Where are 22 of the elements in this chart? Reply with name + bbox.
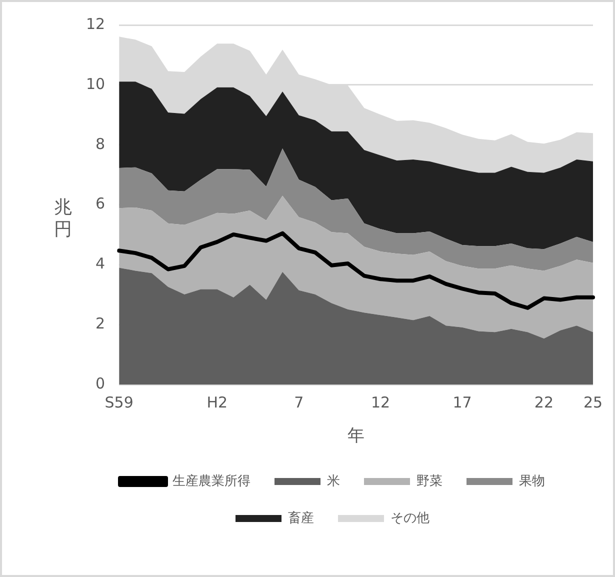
x-tick-label: S59 xyxy=(104,393,134,412)
legend-label: 生産農業所得 xyxy=(172,472,250,489)
x-tick-label: H2 xyxy=(206,393,228,412)
x-tick-label: 22 xyxy=(534,393,554,412)
legend-label: 果物 xyxy=(519,474,545,489)
legend-label: 野菜 xyxy=(416,474,442,489)
legend-label: 畜産 xyxy=(288,510,314,526)
y-tick-label: 4 xyxy=(96,254,106,273)
x-tick-label: 25 xyxy=(583,393,603,412)
y-tick-label: 6 xyxy=(96,194,106,213)
legend-label: その他 xyxy=(390,510,430,526)
y-axis-title: 兆円 xyxy=(53,197,73,241)
y-tick-label: 10 xyxy=(86,74,106,93)
y-tick-label: 12 xyxy=(86,14,106,33)
legend-label: 米 xyxy=(327,474,340,489)
y-tick-label: 8 xyxy=(96,134,106,153)
y-tick-label: 2 xyxy=(96,314,106,333)
x-tick-label: 7 xyxy=(294,393,304,412)
y-tick-label: 0 xyxy=(96,374,106,392)
x-tick-label: 17 xyxy=(452,393,472,412)
x-axis-title: 年 xyxy=(348,426,365,446)
x-tick-label: 12 xyxy=(371,393,390,412)
